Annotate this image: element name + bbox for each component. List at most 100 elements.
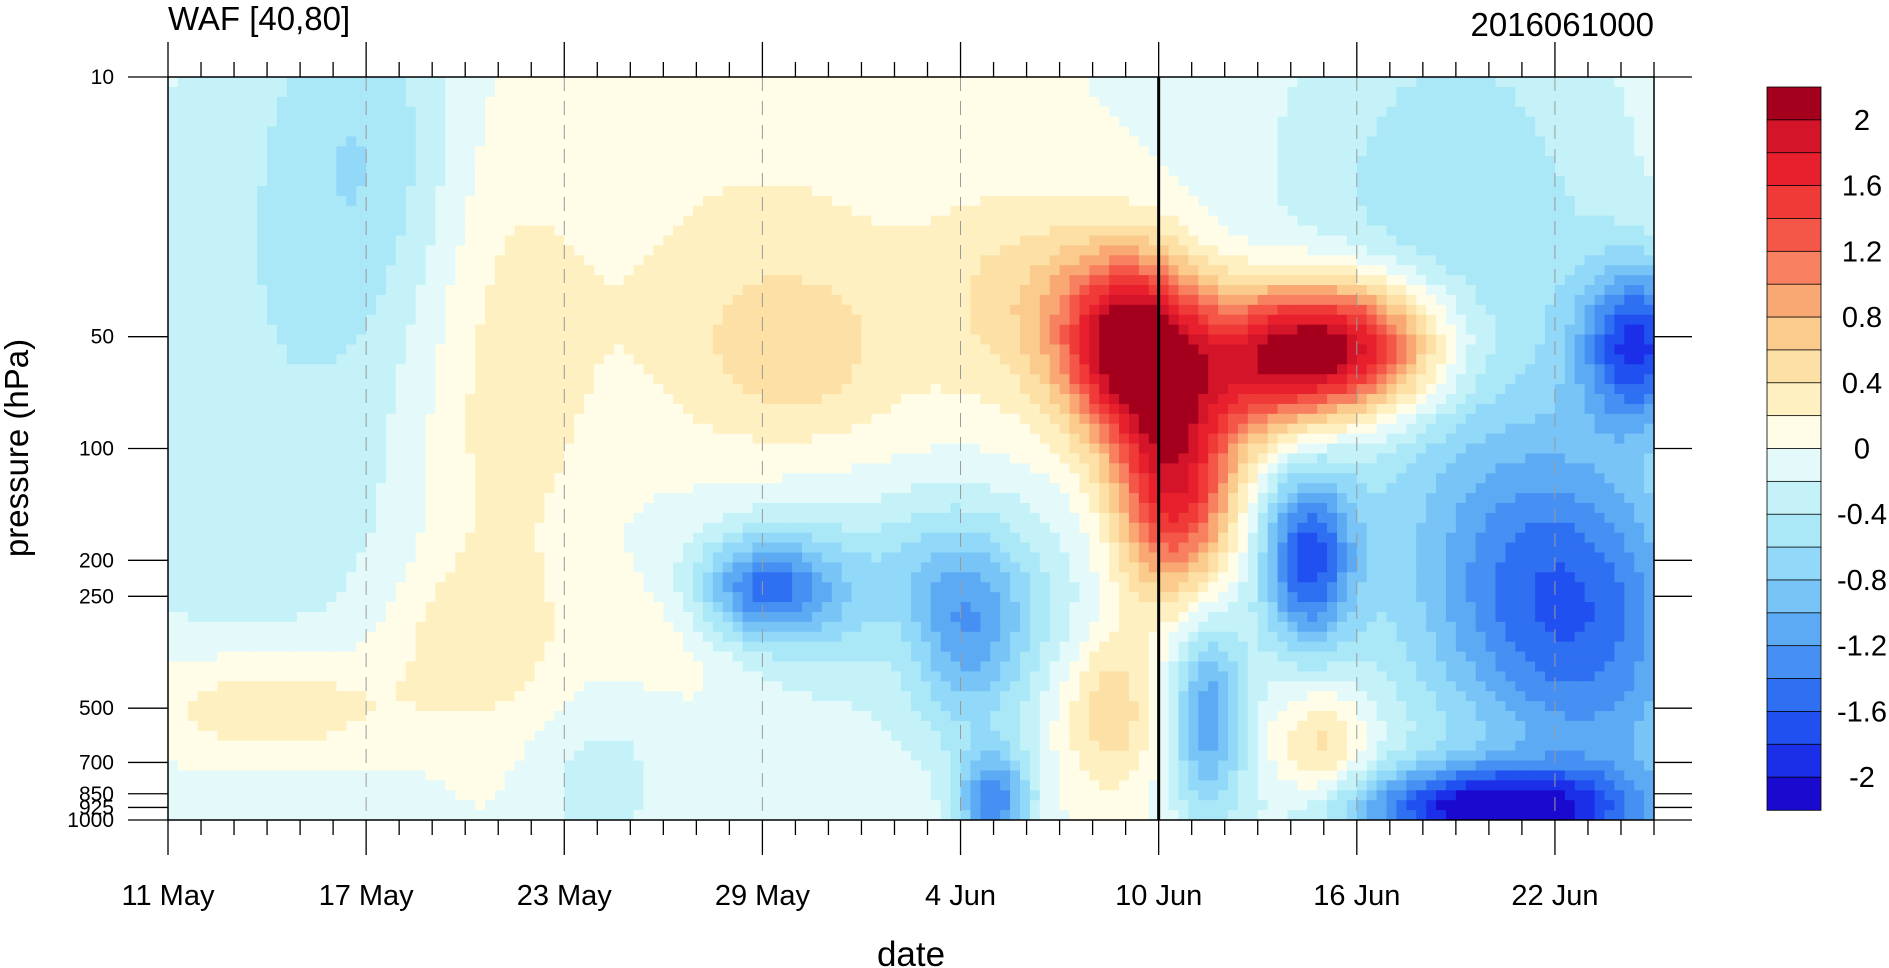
contour-cell [1010, 394, 1021, 405]
contour-cell [1445, 285, 1457, 296]
contour-cell [1644, 166, 1654, 177]
contour-cell [772, 255, 783, 266]
contour-cell [1584, 265, 1596, 276]
contour-cell [1257, 374, 1269, 385]
contour-cell [1485, 275, 1497, 286]
contour-cell [1634, 364, 1645, 375]
contour-cell [1644, 235, 1654, 247]
contour-cell [227, 403, 238, 415]
contour-cell [1089, 195, 1100, 207]
contour-cell [930, 96, 942, 108]
contour-cell [1198, 176, 1209, 187]
contour-cell [485, 364, 496, 375]
contour-cell [593, 394, 605, 405]
contour-cell [1168, 314, 1180, 326]
contour-cell [485, 334, 496, 346]
contour-cell [1426, 394, 1437, 405]
contour-cell [1059, 314, 1071, 326]
contour-cell [1406, 275, 1417, 286]
contour-cell [1119, 126, 1130, 138]
contour-cell [1505, 374, 1516, 385]
contour-cell [1485, 324, 1497, 336]
contour-cell [475, 255, 486, 266]
contour-cell [1426, 205, 1437, 217]
contour-cell [1554, 364, 1566, 375]
contour-cell [514, 394, 526, 405]
contour-cell [475, 176, 486, 187]
contour-cell [831, 215, 843, 227]
contour-cell [1554, 96, 1566, 108]
contour-cell [742, 96, 754, 108]
contour-cell [415, 126, 427, 138]
contour-cell [1069, 185, 1081, 197]
contour-cell [564, 176, 575, 187]
contour-cell [732, 106, 744, 118]
contour-cell [663, 195, 674, 207]
contour-cell [544, 384, 555, 395]
contour-cell [930, 166, 942, 177]
contour-cell [673, 225, 684, 237]
contour-cell [653, 245, 664, 256]
contour-cell [1584, 314, 1596, 326]
contour-cell [1228, 265, 1239, 276]
contour-cell [1564, 176, 1576, 187]
contour-cell [435, 185, 446, 197]
contour-cell [1376, 166, 1388, 177]
contour-cell [1119, 235, 1130, 247]
contour-cell [1317, 96, 1328, 108]
contour-cell [891, 126, 902, 138]
contour-cell [326, 364, 338, 375]
contour-cell [1317, 185, 1328, 197]
contour-cell [722, 215, 734, 227]
contour-cell [1317, 86, 1328, 98]
contour-cell [1158, 215, 1170, 227]
contour-cell [385, 384, 397, 395]
contour-cell [881, 334, 892, 346]
contour-cell [881, 215, 892, 227]
contour-cell [1178, 205, 1189, 217]
contour-cell [1406, 116, 1417, 128]
contour-cell [485, 96, 496, 108]
contour-cell [762, 205, 773, 217]
contour-cell [1109, 285, 1120, 296]
contour-cell [1049, 156, 1061, 167]
contour-cell [1336, 77, 1348, 88]
contour-cell [554, 146, 565, 157]
contour-cell [1455, 176, 1467, 187]
contour-cell [1366, 324, 1378, 336]
contour-cell [405, 116, 417, 128]
contour-cell [504, 275, 516, 286]
contour-cell [1525, 86, 1536, 98]
contour-cell [1128, 136, 1140, 147]
contour-cell [1535, 374, 1546, 385]
contour-cell [960, 344, 972, 355]
contour-cell [455, 275, 466, 286]
contour-cell [613, 334, 625, 346]
contour-cell [465, 96, 476, 108]
contour-cell [1188, 364, 1199, 375]
contour-cell [316, 77, 328, 88]
contour-cell [227, 334, 238, 346]
contour-cell [574, 176, 585, 187]
contour-cell [1138, 235, 1150, 247]
contour-cell [1386, 195, 1398, 207]
contour-cell [1346, 86, 1358, 98]
contour-cell [593, 185, 605, 197]
contour-cell [554, 205, 565, 217]
contour-cell [1307, 136, 1318, 147]
contour-cell [276, 314, 288, 326]
contour-cell [1644, 314, 1654, 326]
contour-cell [1574, 394, 1586, 405]
contour-cell [366, 275, 377, 286]
contour-cell [336, 195, 347, 207]
contour-cell [920, 324, 932, 336]
contour-cell [1564, 364, 1576, 375]
contour-cell [841, 126, 853, 138]
contour-cell [1604, 116, 1615, 128]
contour-cell [564, 324, 575, 336]
contour-cell [306, 106, 318, 118]
contour-cell [494, 225, 506, 237]
contour-cell [633, 106, 645, 118]
contour-cell [1426, 86, 1437, 98]
contour-cell [356, 245, 367, 256]
